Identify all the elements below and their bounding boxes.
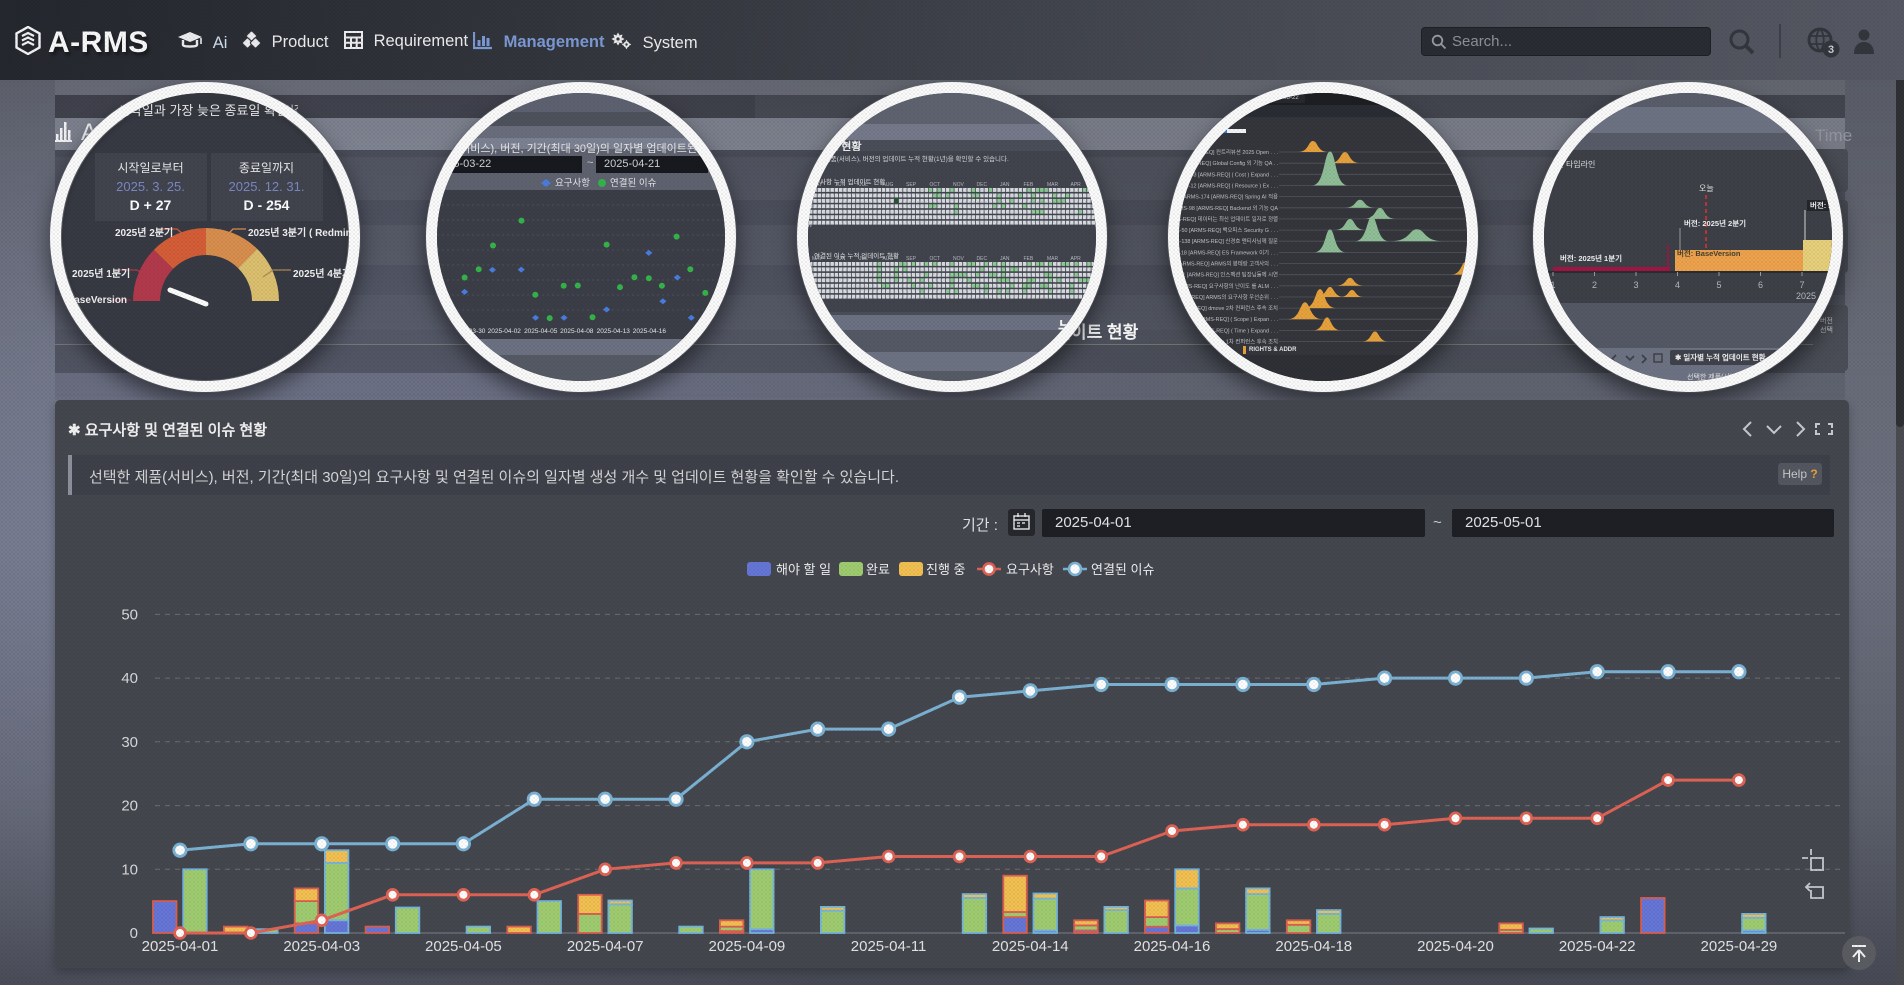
svg-text:ARMS-12 [ARMS-REQ] ( Resource: ARMS-12 [ARMS-REQ] ( Resource ) Ex . . . [1179, 184, 1278, 190]
svg-text:ARMS-174 [ARMS-REQ] Spring AI: ARMS-174 [ARMS-REQ] Spring AI 적용 [1183, 194, 1278, 201]
svg-text:ARMS-138 [ARMS-REQ] 신경호 멘티사님께: ARMS-138 [ARMS-REQ] 신경호 멘티사님께 질문 [1179, 237, 1278, 245]
svg-text:FEB: FEB [1024, 182, 1034, 188]
svg-text:버전: 2025년 1분기: 버전: 2025년 1분기 [1560, 253, 1622, 263]
svg-text:AUG: AUG [883, 182, 894, 188]
svg-text:오늘: 오늘 [1699, 184, 1714, 193]
svg-text:20: 20 [121, 798, 138, 815]
svg-text:2025-04-09: 2025-04-09 [709, 938, 786, 955]
svg-text:진행 중: 진행 중 [926, 562, 966, 577]
svg-text:ARMS-17 [ARMS-REQ] ARMS의 봉테랑: ARMS-17 [ARMS-REQ] ARMS의 봉테랑 고객사의 . . . [1179, 260, 1278, 268]
svg-text:2025-04-20: 2025-04-20 [1417, 938, 1494, 955]
svg-text:2025-04-22: 2025-04-22 [1559, 938, 1636, 955]
svg-text:FEB: FEB [1024, 256, 1034, 262]
svg-text:JAN: JAN [1000, 182, 1010, 188]
svg-text:APR: APR [1071, 182, 1082, 188]
svg-text:버전: 202: 버전: 202 [1810, 200, 1832, 210]
svg-text:버전: BaseVersion: 버전: BaseVersion [1677, 248, 1741, 258]
svg-text:NOV: NOV [953, 182, 965, 188]
svg-text:2025-04-18: 2025-04-18 [1275, 938, 1352, 955]
svg-text:요구사항: 요구사항 [555, 178, 590, 189]
svg-text:50: 50 [121, 606, 138, 623]
svg-text:MAR: MAR [1047, 256, 1059, 262]
svg-text:MAY: MAY [812, 256, 823, 262]
svg-text:0: 0 [130, 925, 138, 942]
svg-text:MAR: MAR [1047, 182, 1059, 188]
svg-text:AUG: AUG [883, 256, 894, 262]
svg-text:2025-04-29: 2025-04-29 [1701, 938, 1778, 955]
svg-text:ARMS-50 [ARMS-REQ] 백오피스 Securi: ARMS-50 [ARMS-REQ] 백오피스 Security G . . . [1179, 226, 1278, 234]
svg-text:2025-04-16: 2025-04-16 [1134, 938, 1211, 955]
svg-text:ARMS-14 [ARMS-REQ] ( Time ) E: ARMS-14 [ARMS-REQ] ( Time ) Expand . . . [1179, 328, 1278, 334]
svg-text:ARMS-96 [ARMS-REQ] 요구사항의 난이도: ARMS-96 [ARMS-REQ] 요구사항의 난이도 를 ALM . . . [1179, 282, 1278, 290]
svg-text:2025-04-07: 2025-04-07 [567, 938, 644, 955]
svg-text:JUL: JUL [859, 182, 868, 188]
svg-text:2025-04-11: 2025-04-11 [851, 938, 927, 955]
svg-text:4: 4 [1675, 280, 1680, 290]
svg-text:3: 3 [1828, 44, 1834, 56]
svg-text:ARMS-53 [ARMS-REQ] 데이터는 최신 업데이: ARMS-53 [ARMS-REQ] 데이터는 최신 업데이트 일자로 정렬 [1179, 215, 1278, 223]
svg-text:ARMS-15 [ARMS-REQ] ( Scope ): ARMS-15 [ARMS-REQ] ( Scope ) Expan . . . [1179, 317, 1278, 323]
svg-text:연결된 이슈: 연결된 이슈 [1091, 562, 1154, 577]
svg-text:OCT: OCT [930, 182, 941, 188]
svg-text:2025-04-13: 2025-04-13 [597, 328, 631, 335]
svg-text:2025-04-03: 2025-04-03 [283, 938, 360, 955]
svg-text:ARMS-43 [ARMS-REQ] 컨트리뷰션 2025: ARMS-43 [ARMS-REQ] 컨트리뷰션 2025 Open . . . [1179, 148, 1278, 156]
svg-text:ARMS-59 [ARMS-REQ] dmove 2차 컨: ARMS-59 [ARMS-REQ] dmove 2차 컨퍼런스 후속 조치 [1179, 304, 1278, 312]
svg-text:2025-03-30: 2025-03-30 [452, 328, 486, 335]
svg-text:JUL: JUL [859, 256, 868, 262]
svg-text:완료: 완료 [866, 562, 890, 577]
svg-text:JUN: JUN [836, 182, 846, 188]
svg-text:JAN: JAN [1000, 256, 1010, 262]
svg-text:DEC: DEC [977, 182, 988, 188]
svg-text:3: 3 [1633, 280, 1638, 290]
svg-text:10: 10 [121, 861, 138, 878]
svg-text:DEC: DEC [977, 256, 988, 262]
svg-text:30: 30 [121, 734, 138, 751]
svg-text:NOV: NOV [953, 256, 965, 262]
svg-text:2025-04-16: 2025-04-16 [633, 328, 667, 335]
svg-text:[ARMS-REQ] dmove 1차 컨퍼런스 후속 조치: [ARMS-REQ] dmove 1차 컨퍼런스 후속 조치 [1179, 338, 1278, 346]
svg-text:1: 1 [1550, 280, 1555, 290]
svg-text:요구사항: 요구사항 [1006, 562, 1054, 577]
svg-text:2025-04-14: 2025-04-14 [992, 938, 1069, 955]
svg-text:ARMS-98 [ARMS-REQ] Backend 외: ARMS-98 [ARMS-REQ] Backend 외 기능 QA [1179, 204, 1278, 212]
svg-text:2025-04-01: 2025-04-01 [142, 938, 219, 955]
svg-text:APR: APR [1071, 256, 1082, 262]
svg-text:2025-04-02: 2025-04-02 [488, 328, 522, 335]
svg-text:ARMS-83 [ARMS-REQ] ( Cost ) E: ARMS-83 [ARMS-REQ] ( Cost ) Expand . . . [1179, 172, 1278, 178]
svg-text:2: 2 [1592, 280, 1597, 290]
svg-text:ARMS-18 [ARMS-REQ] ES Framewo: ARMS-18 [ARMS-REQ] ES Framework 이기 . . . [1179, 248, 1278, 256]
svg-text:40: 40 [121, 670, 138, 687]
svg-text:2025-04-08: 2025-04-08 [560, 328, 594, 335]
svg-text:해야 할 일: 해야 할 일 [776, 562, 831, 577]
svg-text:JUN: JUN [836, 256, 846, 262]
svg-text:2025: 2025 [1796, 291, 1816, 301]
svg-text:2025-04-05: 2025-04-05 [524, 328, 558, 335]
svg-text:SEP: SEP [906, 182, 917, 188]
svg-text:2025-04-05: 2025-04-05 [425, 938, 502, 955]
svg-text:MAY: MAY [812, 182, 823, 188]
svg-text:6: 6 [1758, 280, 1763, 290]
svg-text:OCT: OCT [930, 256, 941, 262]
svg-text:SEP: SEP [906, 256, 917, 262]
svg-text:버전: 2025년 2분기: 버전: 2025년 2분기 [1684, 218, 1746, 228]
svg-text:ARMS-41 [ARMS-REQ] Global Conf: ARMS-41 [ARMS-REQ] Global Config 외 기능 QA… [1179, 159, 1278, 167]
svg-text:5: 5 [1716, 280, 1721, 290]
svg-text:ARMS-171 [ARMS-REQ] 인스펙션 팀장님들: ARMS-171 [ARMS-REQ] 인스펙션 팀장님들께 시연 [1179, 271, 1278, 279]
svg-text:ARMS-95 [ARMS-REQ] ARMS의 요구사항: ARMS-95 [ARMS-REQ] ARMS의 요구사항 우선순위 . . . [1179, 293, 1278, 301]
svg-text:연결된 이슈: 연결된 이슈 [610, 177, 657, 189]
svg-text:7: 7 [1799, 280, 1804, 290]
